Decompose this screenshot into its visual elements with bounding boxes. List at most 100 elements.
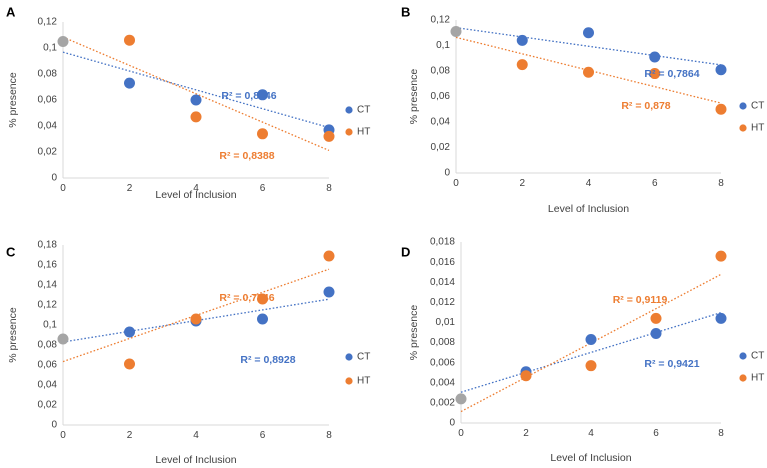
data-point-ct [649, 51, 661, 63]
x-tick-label: 6 [652, 178, 658, 189]
y-tick-label: 0,18 [38, 240, 58, 251]
y-tick-label: 0,12 [38, 17, 58, 28]
trendline-ht [460, 273, 722, 413]
data-point-ct [124, 326, 135, 338]
data-point-shared [57, 36, 69, 47]
x-tick-label: 0 [453, 178, 459, 189]
r2-label-ct: R² = 0,7864 [644, 68, 699, 80]
data-point-ht [257, 128, 268, 140]
y-tick-label: 0,08 [431, 66, 451, 77]
r2-label-ct: R² = 0,8646 [221, 90, 276, 102]
y-tick-label: 0 [449, 418, 455, 429]
y-axis-title: % presence [7, 72, 19, 128]
y-tick-label: 0 [444, 168, 450, 179]
data-point-ht [323, 250, 335, 262]
data-point-ht [650, 312, 662, 324]
legend-label-ct: CT [357, 105, 370, 116]
x-tick-label: 4 [193, 430, 199, 441]
legend-marker-ct [739, 102, 747, 110]
r2-label-ht: R² = 0,7946 [219, 292, 274, 304]
data-point-shared [450, 25, 462, 37]
data-point-ht [583, 66, 594, 78]
legend-marker-ct [345, 106, 353, 114]
chart-panel-b: B 0 0,02 0,04 0,06 0,08 0,1 0,12 0 2 4 6 8 Level of I… [401, 4, 764, 215]
legend-label-ct: CT [751, 351, 764, 362]
legend-marker-ct [345, 353, 353, 361]
data-point-ct [585, 334, 597, 346]
r2-label-ht: R² = 0,9119 [613, 294, 668, 306]
legend-marker-ht [739, 374, 747, 382]
r2-label-ct: R² = 0,8928 [240, 354, 295, 366]
y-tick-label: 0,02 [38, 400, 58, 411]
chart-panel-a: A 0 0,02 0,04 0,06 0,08 0,1 0,12 0 2 4 6 8 Level of I… [6, 4, 370, 201]
y-tick-label: 0,12 [431, 15, 451, 26]
y-tick-label: 0,06 [431, 91, 451, 102]
y-axis-title: % presence [408, 69, 420, 125]
data-point-ht [190, 111, 202, 123]
x-tick-label: 6 [260, 183, 266, 194]
x-axis-title: Level of Inclusion [550, 452, 631, 464]
trendline-ct [62, 51, 330, 129]
x-tick-label: 0 [60, 430, 66, 441]
data-point-ht [190, 313, 202, 325]
legend-marker-ht [739, 124, 747, 132]
data-point-ht [124, 34, 135, 46]
legend-label-ht: HT [357, 127, 370, 138]
x-axis-title: Level of Inclusion [548, 203, 629, 215]
trendline-ct [455, 27, 722, 66]
legend-label-ht: HT [357, 376, 370, 387]
x-tick-label: 2 [127, 430, 133, 441]
data-point-ht [715, 250, 727, 262]
chart-panel-d: D 0 0,002 0,004 0,006 0,008 0,01 0,012 0,014 0,01… [401, 237, 764, 464]
y-tick-label: 0 [51, 173, 57, 184]
y-tick-label: 0,012 [430, 297, 455, 308]
data-point-ht [516, 59, 528, 71]
legend-marker-ht [345, 377, 353, 385]
y-tick-label: 0,12 [38, 300, 58, 311]
data-point-ht [715, 103, 727, 115]
x-tick-label: 6 [260, 430, 266, 441]
x-tick-label: 4 [586, 178, 592, 189]
trendline-ht [455, 36, 722, 104]
y-tick-label: 0,1 [43, 320, 57, 331]
y-tick-label: 0,008 [430, 337, 455, 348]
y-tick-label: 0,04 [431, 117, 451, 128]
data-point-ct [257, 89, 268, 101]
y-tick-label: 0,04 [38, 121, 58, 132]
x-tick-label: 0 [60, 183, 66, 194]
panel-letter: B [401, 4, 410, 19]
data-point-ct [650, 328, 662, 340]
x-tick-label: 8 [718, 178, 724, 189]
legend-label-ht: HT [751, 373, 764, 384]
legend-label-ct: CT [751, 101, 764, 112]
legend-label-ht: HT [751, 123, 764, 134]
legend-marker-ht [345, 128, 353, 136]
chart-panel-c: C 0 0,02 0,04 0,06 0,08 0,1 0,12 0,14 0,16 0,18 0 2 4… [6, 240, 370, 466]
legend-label-ct: CT [357, 352, 370, 363]
y-tick-label: 0,06 [38, 95, 58, 106]
r2-label-ht: R² = 0,878 [621, 100, 670, 112]
data-point-ct [257, 313, 268, 325]
y-tick-label: 0 [51, 420, 57, 431]
data-point-ct [190, 94, 202, 106]
y-tick-label: 0,018 [430, 237, 455, 248]
x-tick-label: 4 [193, 183, 199, 194]
y-tick-label: 0,1 [436, 40, 450, 51]
y-tick-label: 0,02 [431, 142, 451, 153]
y-tick-label: 0,14 [38, 280, 58, 291]
x-tick-label: 8 [326, 430, 332, 441]
data-point-ct [715, 64, 727, 76]
x-tick-label: 2 [519, 178, 525, 189]
trendline-ht [62, 36, 330, 152]
data-point-ht [257, 293, 268, 305]
x-tick-label: 8 [718, 428, 724, 439]
data-point-ht [585, 360, 597, 372]
y-tick-label: 0,01 [436, 317, 456, 328]
trendline-ct [460, 311, 722, 393]
data-point-shared [455, 393, 467, 405]
panel-letter: C [6, 244, 16, 259]
x-axis-title: Level of Inclusion [155, 189, 236, 201]
data-point-shared [57, 333, 69, 345]
y-tick-label: 0,1 [43, 43, 57, 54]
